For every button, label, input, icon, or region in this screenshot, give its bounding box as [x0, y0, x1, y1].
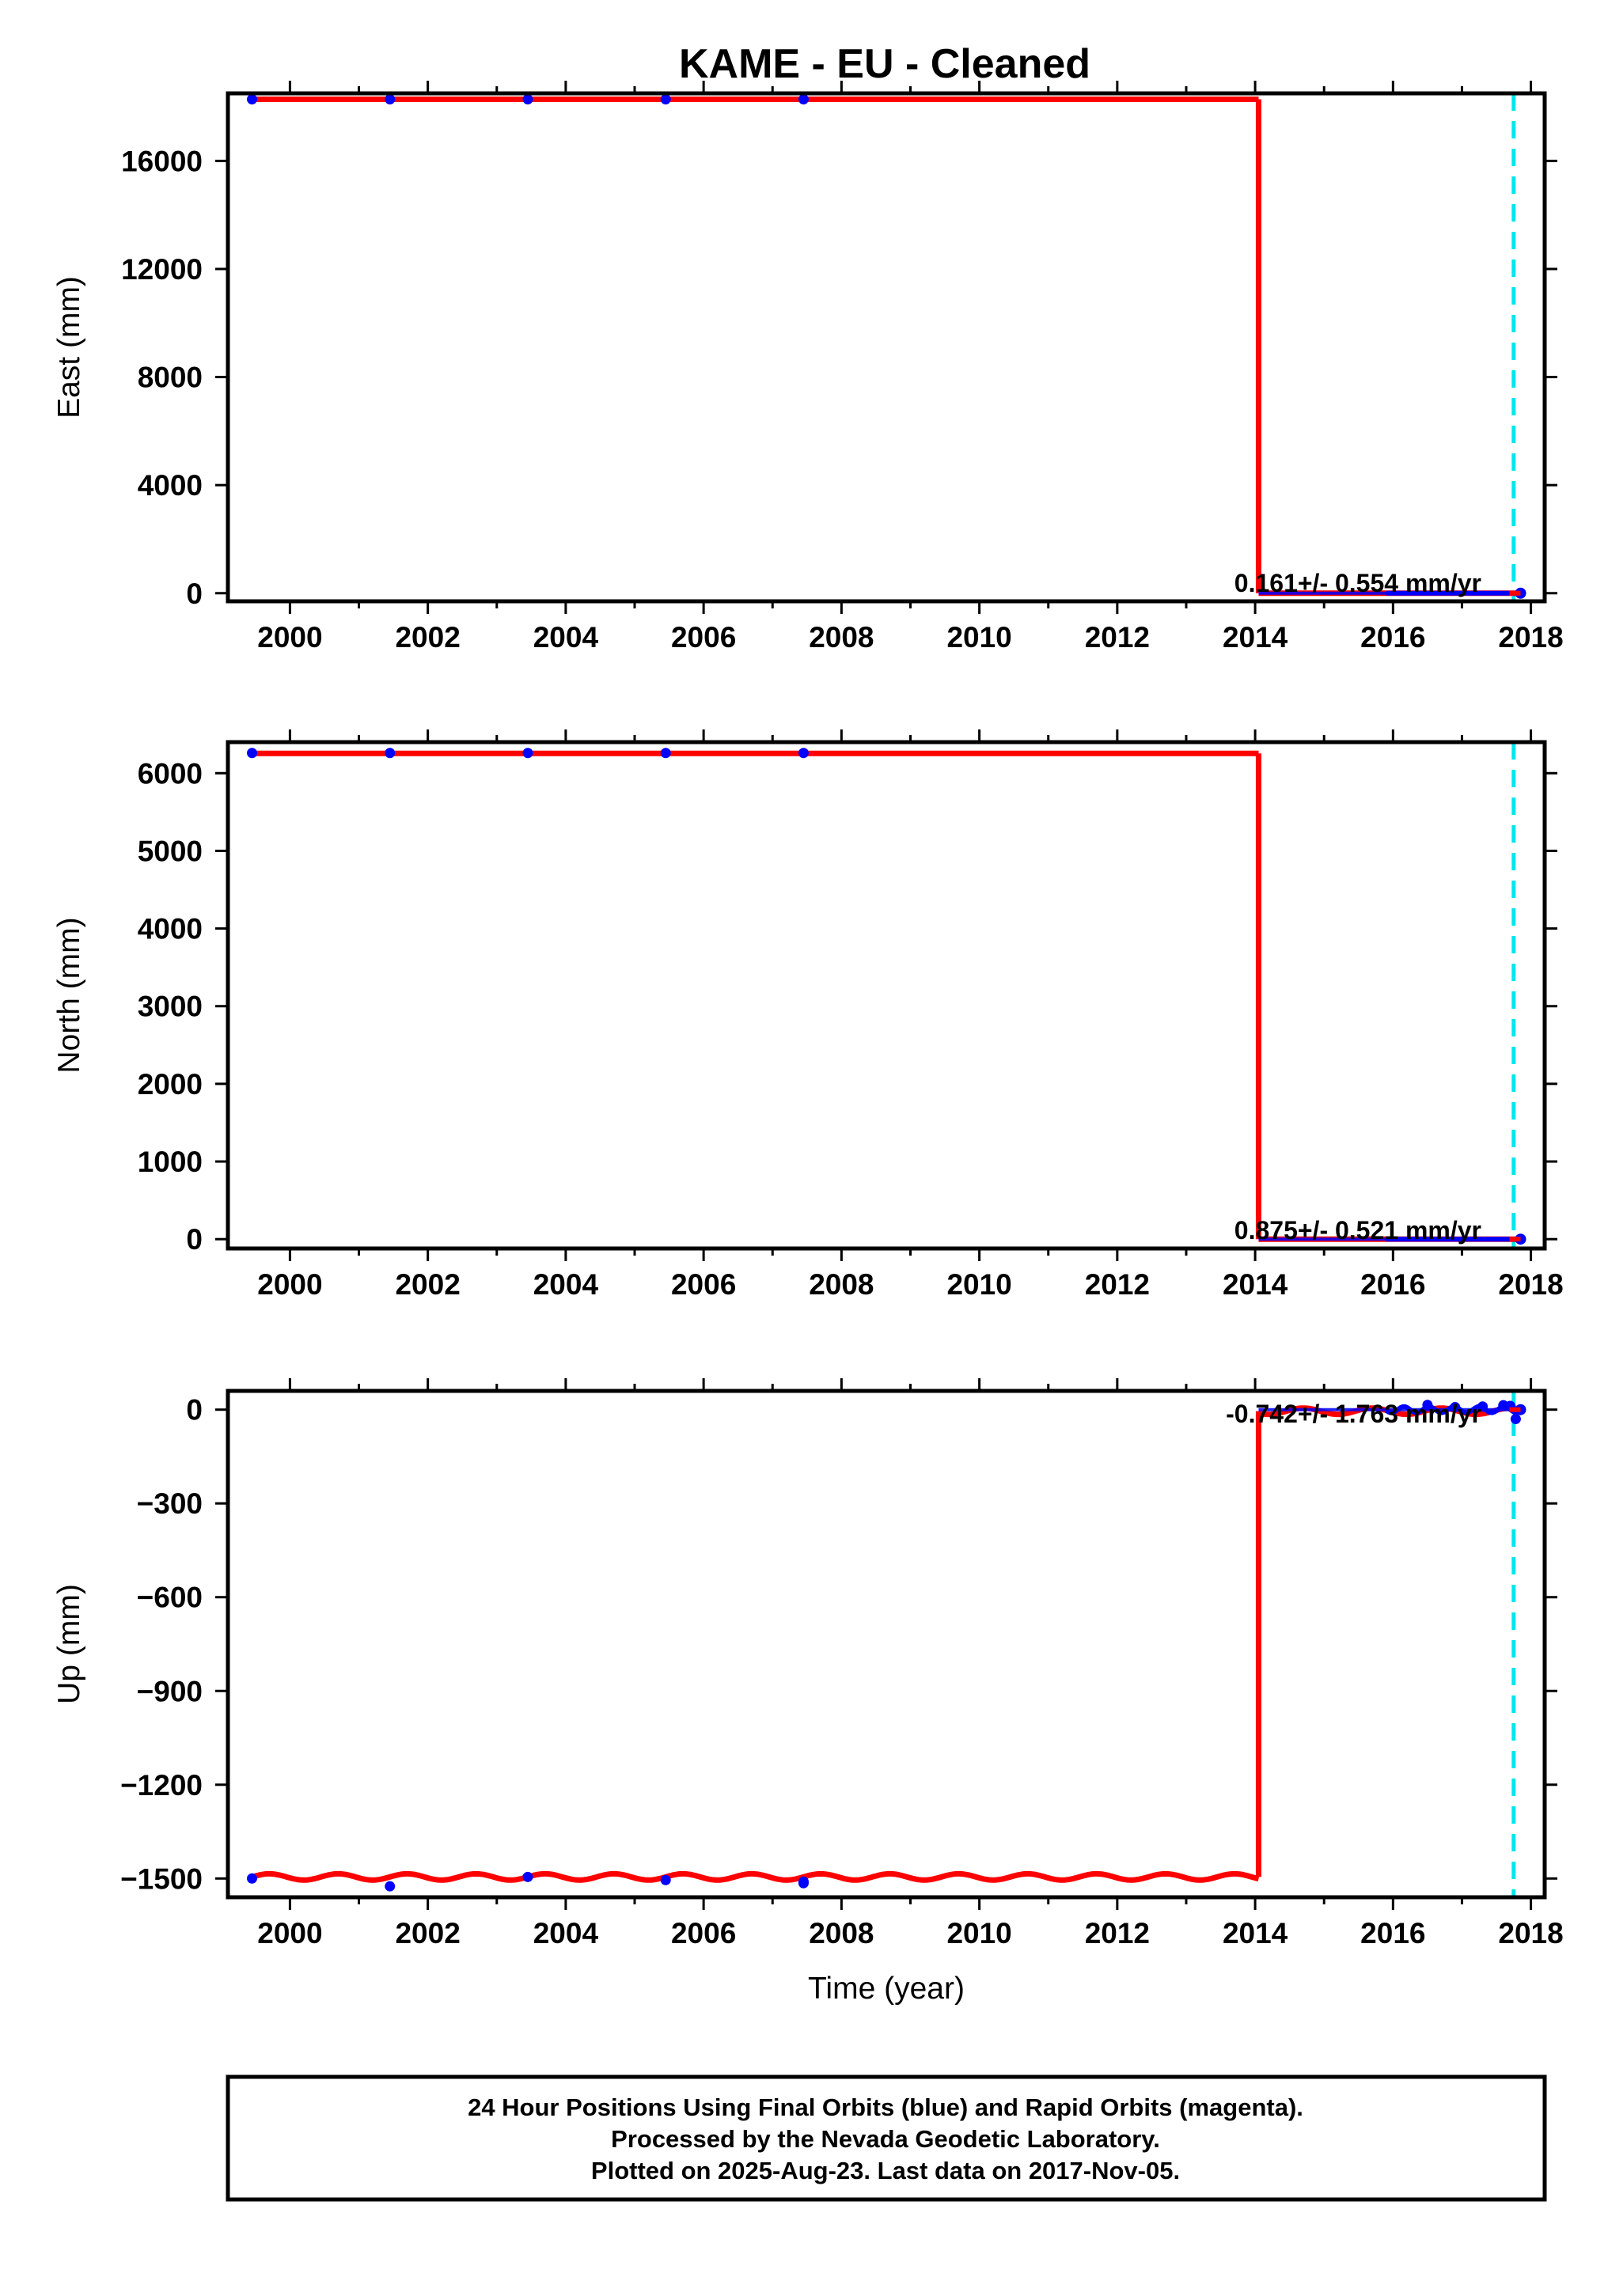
y-tick-label: 8000	[138, 362, 203, 394]
x-tick-label: 2012	[1085, 621, 1150, 654]
data-point	[1450, 1402, 1461, 1413]
footer-line-3: Plotted on 2025-Aug-23. Last data on 201…	[591, 2157, 1180, 2184]
x-tick-label: 2004	[533, 1268, 599, 1301]
y-tick-label: −900	[137, 1675, 203, 1707]
plot-frame	[226, 1389, 1547, 1900]
x-tick-label: 2010	[946, 1268, 1011, 1301]
y-tick-label: 12000	[121, 253, 203, 286]
data-point	[660, 748, 671, 759]
x-tick-label: 2006	[671, 621, 736, 654]
data-point	[246, 94, 257, 105]
x-tick-label: 2016	[1360, 621, 1425, 654]
x-tick-label: 2004	[533, 621, 599, 654]
y-tick-label: 0	[186, 1223, 203, 1256]
data-point	[522, 94, 533, 105]
y-axis-label: Up (mm)	[52, 1584, 86, 1704]
y-axis-label: East (mm)	[52, 276, 86, 419]
y-tick-label: −1500	[120, 1862, 203, 1895]
data-point	[1477, 1401, 1489, 1412]
data-point	[385, 748, 396, 759]
data-point	[1510, 1414, 1521, 1425]
y-axis-label: North (mm)	[52, 917, 86, 1073]
plot-frame	[226, 740, 1547, 1251]
x-tick-label: 2016	[1360, 1917, 1425, 1949]
velocity-label: 0.875+/- 0.521 mm/yr	[1234, 1216, 1481, 1245]
data-point	[660, 94, 671, 105]
x-tick-label: 2016	[1360, 1268, 1425, 1301]
x-tick-label: 2012	[1085, 1917, 1150, 1949]
x-tick-label: 2002	[395, 1917, 460, 1949]
data-point	[660, 1874, 671, 1885]
panel-east: 2000 2002 2004 2006 2008 2010 2012 2014 2016 2018…	[52, 81, 1564, 654]
x-tick-label: 2014	[1223, 621, 1288, 654]
y-tick-label: 3000	[138, 991, 203, 1023]
x-tick-label: 2018	[1498, 621, 1563, 654]
data-point	[1422, 1400, 1433, 1411]
x-tick-label: 2000	[257, 1917, 322, 1949]
x-tick-label: 2008	[809, 1268, 874, 1301]
x-tick-label: 2014	[1223, 1268, 1288, 1301]
y-tick-label: 4000	[138, 913, 203, 945]
model-line-segment	[251, 1870, 1260, 1883]
data-point	[385, 94, 396, 105]
data-point	[522, 748, 533, 759]
data-point	[246, 748, 257, 759]
data-point	[798, 1877, 809, 1889]
panels: 2000 2002 2004 2006 2008 2010 2012 2014 2016 2018…	[52, 81, 1564, 2006]
x-tick-label: 2006	[671, 1268, 736, 1301]
x-tick-label: 2018	[1498, 1268, 1563, 1301]
velocity-label: -0.742+/- 1.763 mm/yr	[1226, 1400, 1481, 1428]
x-tick-label: 2014	[1223, 1917, 1288, 1949]
y-tick-label: 0	[186, 578, 203, 610]
data-point	[522, 1871, 533, 1882]
x-tick-label: 2008	[809, 1917, 874, 1949]
x-tick-label: 2008	[809, 621, 874, 654]
y-tick-label: 0	[186, 1394, 203, 1426]
figure-title: KAME - EU - Cleaned	[679, 41, 1090, 87]
x-tick-label: 2002	[395, 621, 460, 654]
y-tick-label: 5000	[138, 835, 203, 867]
data-point	[385, 1881, 396, 1892]
plot-frame	[226, 91, 1547, 604]
footer-line-1: 24 Hour Positions Using Final Orbits (bl…	[468, 2093, 1303, 2121]
footer-frame	[226, 2074, 1547, 2202]
y-tick-label: −1200	[120, 1769, 203, 1802]
x-tick-label: 2004	[533, 1917, 599, 1949]
data-point	[798, 748, 809, 759]
panel-up: 2000 2002 2004 2006 2008 2010 2012 2014 2016 2018…	[52, 1378, 1564, 2006]
y-tick-label: 4000	[138, 469, 203, 502]
x-axis-label: Time (year)	[808, 1972, 965, 2006]
y-tick-label: −300	[137, 1487, 203, 1520]
x-tick-label: 2000	[257, 1268, 322, 1301]
velocity-label: 0.161+/- 0.554 mm/yr	[1234, 569, 1481, 597]
y-tick-label: 16000	[121, 145, 203, 177]
x-tick-label: 2010	[946, 1917, 1011, 1949]
x-tick-label: 2012	[1085, 1268, 1150, 1301]
data-point	[798, 94, 809, 105]
x-tick-label: 2018	[1498, 1917, 1563, 1949]
y-tick-label: 6000	[138, 757, 203, 790]
x-tick-label: 2002	[395, 1268, 460, 1301]
panel-north: 2000 2002 2004 2006 2008 2010 2012 2014 2016 2018…	[52, 729, 1564, 1301]
x-tick-label: 2006	[671, 1917, 736, 1949]
x-tick-label: 2000	[257, 621, 322, 654]
y-tick-label: 1000	[138, 1146, 203, 1178]
y-tick-label: −600	[137, 1582, 203, 1614]
footer-box: 24 Hour Positions Using Final Orbits (bl…	[226, 2074, 1547, 2202]
y-tick-label: 2000	[138, 1068, 203, 1101]
x-tick-label: 2010	[946, 621, 1011, 654]
footer-line-2: Processed by the Nevada Geodetic Laborat…	[611, 2125, 1160, 2153]
data-point	[246, 1873, 257, 1884]
